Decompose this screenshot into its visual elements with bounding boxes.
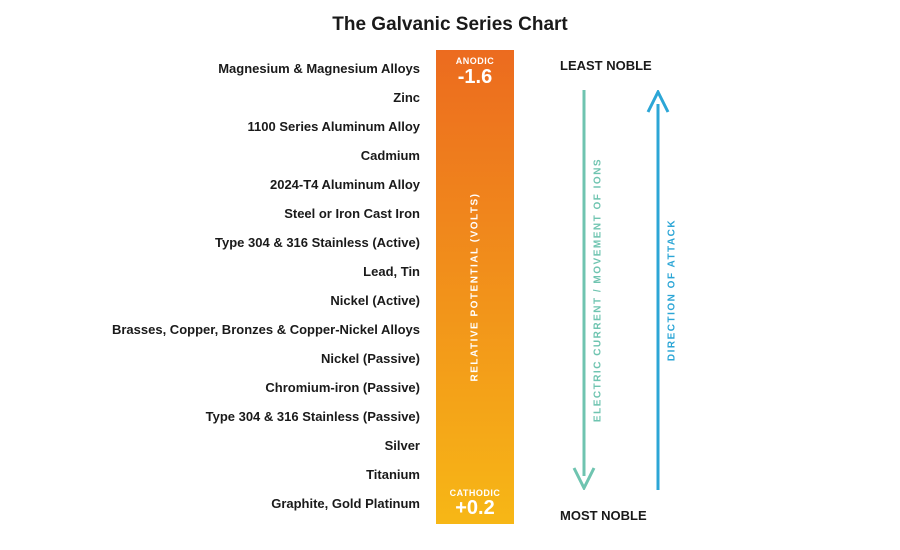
chart-title: The Galvanic Series Chart (0, 0, 900, 44)
material-row: Lead, Tin (0, 257, 428, 286)
material-row: 2024-T4 Aluminum Alloy (0, 170, 428, 199)
material-row: Steel or Iron Cast Iron (0, 199, 428, 228)
potential-gradient-bar: ANODIC -1.6 RELATIVE POTENTIAL (VOLTS) C… (436, 50, 514, 524)
cathodic-value: +0.2 (436, 497, 514, 520)
most-noble-label: MOST NOBLE (560, 508, 647, 523)
material-row: Chromium-iron (Passive) (0, 373, 428, 402)
material-row: 1100 Series Aluminum Alloy (0, 112, 428, 141)
material-row: Nickel (Active) (0, 286, 428, 315)
anodic-label: ANODIC (436, 56, 514, 66)
material-row: Brasses, Copper, Bronzes & Copper-Nickel… (0, 315, 428, 344)
attack-direction-arrow: DIRECTION OF ATTACK (642, 90, 702, 490)
ion-movement-label: ELECTRIC CURRENT / MOVEMENT OF IONS (593, 158, 604, 422)
material-row: Titanium (0, 460, 428, 489)
ion-movement-arrow: ELECTRIC CURRENT / MOVEMENT OF IONS (568, 90, 628, 490)
material-row: Zinc (0, 83, 428, 112)
material-row: Type 304 & 316 Stainless (Passive) (0, 402, 428, 431)
least-noble-label: LEAST NOBLE (560, 58, 652, 73)
chart-body: Magnesium & Magnesium AlloysZinc1100 Ser… (0, 50, 900, 540)
material-row: Cadmium (0, 141, 428, 170)
material-row: Silver (0, 431, 428, 460)
material-row: Nickel (Passive) (0, 344, 428, 373)
material-row: Graphite, Gold Platinum (0, 489, 428, 518)
potential-axis-label: RELATIVE POTENTIAL (VOLTS) (470, 193, 481, 382)
material-row: Magnesium & Magnesium Alloys (0, 54, 428, 83)
material-row: Type 304 & 316 Stainless (Active) (0, 228, 428, 257)
attack-direction-label: DIRECTION OF ATTACK (667, 219, 678, 361)
material-list: Magnesium & Magnesium AlloysZinc1100 Ser… (0, 54, 428, 518)
anodic-value: -1.6 (436, 66, 514, 89)
